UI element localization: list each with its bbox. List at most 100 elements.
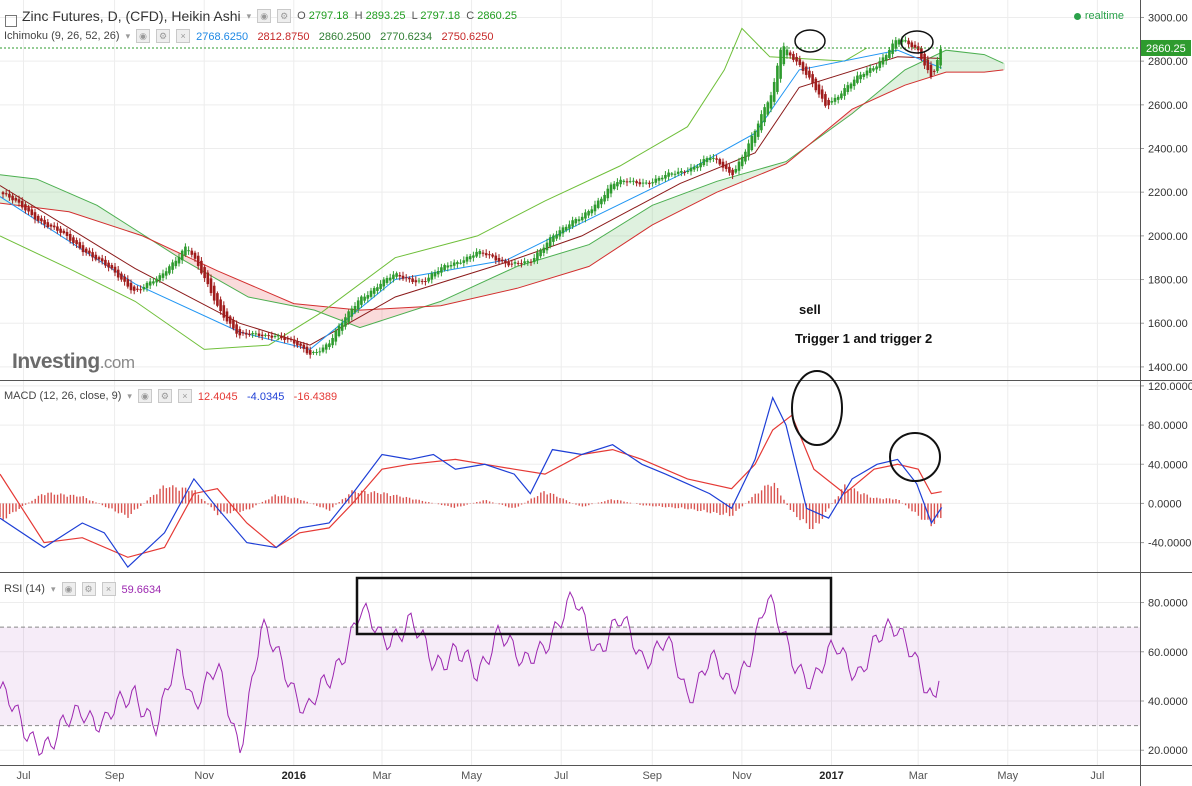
ichimoku-cloud-segment bbox=[996, 59, 999, 71]
eye-icon[interactable]: ◉ bbox=[136, 29, 151, 43]
candle-body bbox=[600, 198, 603, 205]
candle-body bbox=[862, 73, 866, 77]
ohlc-low-key: L bbox=[411, 10, 418, 22]
ichimoku-cloud-segment bbox=[753, 170, 756, 178]
ichimoku-cloud-segment bbox=[54, 186, 57, 211]
ichimoku-cloud-segment bbox=[717, 180, 720, 193]
chevron-down-icon[interactable]: ▾ bbox=[246, 10, 252, 21]
ichimoku-cloud-segment bbox=[453, 294, 456, 303]
ichimoku-cloud-segment bbox=[624, 221, 627, 244]
candle-body bbox=[129, 282, 133, 291]
tenkan-line bbox=[0, 49, 942, 350]
candle-body bbox=[843, 88, 846, 96]
candle-body bbox=[123, 276, 126, 282]
candle-body bbox=[142, 287, 146, 290]
candle-body bbox=[222, 305, 226, 318]
ichimoku-cloud-segment bbox=[921, 60, 924, 81]
ichimoku-cloud-segment bbox=[318, 305, 321, 313]
chevron-down-icon[interactable]: ▾ bbox=[127, 390, 132, 401]
ichimoku-cloud-segment bbox=[513, 266, 516, 290]
candle-body bbox=[404, 277, 408, 279]
candle-body bbox=[481, 252, 485, 254]
x-tick-label: May bbox=[997, 770, 1018, 782]
chevron-down-icon[interactable]: ▾ bbox=[125, 30, 131, 41]
gear-icon[interactable]: ⚙ bbox=[277, 9, 292, 23]
close-icon[interactable]: × bbox=[176, 29, 191, 43]
ichimoku-cloud-segment bbox=[510, 268, 513, 290]
candle-body bbox=[161, 273, 165, 278]
candle-body bbox=[158, 275, 162, 281]
ichimoku-cloud-segment bbox=[315, 305, 318, 312]
candle-body bbox=[126, 279, 130, 287]
ichimoku-cloud-segment bbox=[966, 52, 969, 73]
eye-icon[interactable]: ◉ bbox=[257, 9, 272, 23]
close-icon[interactable]: × bbox=[177, 389, 192, 403]
candle-body bbox=[59, 228, 62, 233]
gear-icon[interactable]: ⚙ bbox=[157, 389, 172, 403]
symbol-legend[interactable]: Zinc Futures, D, (CFD), Heikin Ashi ▾ ◉ … bbox=[4, 8, 517, 27]
candle-body bbox=[408, 277, 411, 280]
ichimoku-cloud-segment bbox=[246, 283, 249, 298]
candle-body bbox=[648, 182, 651, 185]
ichimoku-cloud-segment bbox=[639, 211, 642, 234]
candle-body bbox=[939, 49, 942, 66]
candle-body bbox=[897, 39, 901, 45]
candle-body bbox=[155, 278, 158, 283]
candle-body bbox=[305, 346, 309, 354]
collapse-toggle-icon[interactable] bbox=[5, 15, 17, 27]
candle-body bbox=[734, 168, 738, 173]
candle-body bbox=[577, 219, 581, 222]
ichimoku-cloud-segment bbox=[39, 180, 42, 209]
ichimoku-cloud-segment bbox=[60, 189, 63, 212]
y-tick-label: 2600.00 bbox=[1148, 100, 1188, 112]
eye-icon[interactable]: ◉ bbox=[61, 582, 76, 596]
candle-body bbox=[763, 107, 766, 123]
candle-body bbox=[523, 261, 526, 264]
candle-body bbox=[542, 247, 546, 253]
ichimoku-legend[interactable]: Ichimoku (9, 26, 52, 26) ▾ ◉ ⚙ × 2768.62… bbox=[4, 29, 499, 43]
ichimoku-cloud-segment bbox=[273, 294, 276, 303]
candle-body bbox=[276, 335, 280, 337]
gear-icon[interactable]: ⚙ bbox=[156, 29, 171, 43]
ichimoku-values: 2768.6250 2812.8750 2860.2500 2770.6234 … bbox=[196, 29, 499, 43]
annotation-ellipse bbox=[900, 30, 934, 54]
candle-body bbox=[638, 182, 642, 185]
y-tick-label: 40.0000 bbox=[1148, 696, 1188, 708]
ichimoku-cloud-segment bbox=[519, 264, 522, 288]
y-tick-label: 1600.00 bbox=[1148, 318, 1188, 330]
gear-icon[interactable]: ⚙ bbox=[81, 582, 96, 596]
candle-body bbox=[932, 70, 936, 72]
candle-body bbox=[811, 74, 814, 84]
y-tick-label: 1800.00 bbox=[1148, 275, 1188, 287]
ichimoku-cloud-segment bbox=[270, 293, 273, 302]
candle-body bbox=[36, 215, 40, 221]
candle-body bbox=[299, 343, 302, 346]
ichimoku-cloud-segment bbox=[690, 190, 693, 206]
candle-body bbox=[468, 256, 472, 260]
rsi-legend[interactable]: RSI (14) ▾ ◉ ⚙ × 59.6634 bbox=[4, 582, 167, 596]
ichimoku-cloud-segment bbox=[738, 174, 741, 184]
y-tick-label: 120.0000 bbox=[1148, 381, 1192, 393]
chevron-down-icon[interactable]: ▾ bbox=[50, 583, 56, 594]
candle-body bbox=[526, 261, 530, 263]
ichimoku-cloud-segment bbox=[57, 187, 60, 211]
candle-body bbox=[446, 265, 450, 268]
ichimoku-cloud-segment bbox=[90, 202, 93, 220]
ichimoku-cloud-segment bbox=[24, 177, 27, 207]
ichimoku-cloud-segment bbox=[258, 288, 261, 300]
ichimoku-cloud-segment bbox=[636, 213, 639, 236]
candle-body bbox=[878, 61, 882, 68]
x-tick-label: 2017 bbox=[819, 770, 843, 782]
candle-body bbox=[27, 207, 30, 212]
close-icon[interactable]: × bbox=[101, 582, 116, 596]
macd-legend[interactable]: MACD (12, 26, close, 9) ▾ ◉ ⚙ × 12.4045 … bbox=[4, 389, 343, 403]
candle-body bbox=[414, 280, 418, 283]
candle-body bbox=[465, 256, 469, 262]
candle-body bbox=[561, 227, 565, 234]
candle-body bbox=[356, 300, 360, 310]
ichimoku-value: 2812.8750 bbox=[257, 31, 310, 43]
eye-icon[interactable]: ◉ bbox=[137, 389, 152, 403]
ichimoku-cloud-segment bbox=[909, 66, 912, 84]
ichimoku-cloud-segment bbox=[210, 267, 213, 277]
